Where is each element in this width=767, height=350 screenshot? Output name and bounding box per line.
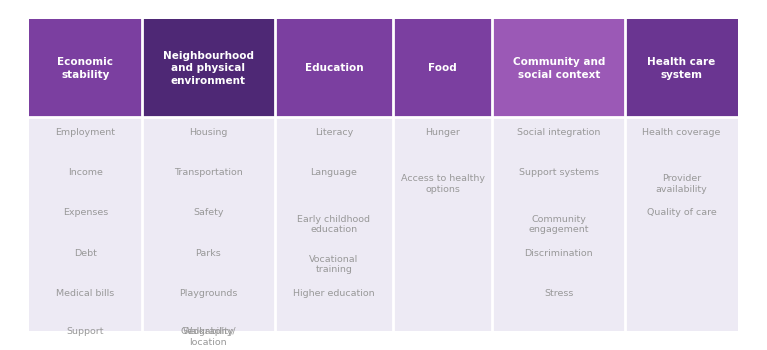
Text: Literacy: Literacy [314,128,353,137]
Text: Higher education: Higher education [293,289,375,298]
Bar [29,19,142,117]
Text: Income: Income [68,168,103,177]
Text: Health coverage: Health coverage [642,128,721,137]
Text: Expenses: Expenses [63,208,108,217]
Text: Medical bills: Medical bills [56,289,114,298]
Text: Discrimination: Discrimination [525,248,593,258]
Bar [492,19,625,117]
Text: Provider
availability: Provider availability [656,174,707,194]
Text: Economic
stability: Economic stability [58,57,114,79]
Text: Health care
system: Health care system [647,57,716,79]
Text: Access to healthy
options: Access to healthy options [400,174,485,194]
Text: Parks: Parks [196,248,221,258]
Text: Neighbourhood
and physical
environment: Neighbourhood and physical environment [163,51,254,86]
Text: Support systems: Support systems [518,168,599,177]
Text: Hunger: Hunger [425,128,460,137]
Text: Community
engagement: Community engagement [528,215,589,234]
Text: Safety: Safety [193,208,223,217]
Text: Language: Language [311,168,357,177]
Text: Walkability: Walkability [183,327,234,336]
Bar [29,19,738,331]
Bar [625,19,738,117]
Text: Social integration: Social integration [517,128,601,137]
Text: Employment: Employment [55,128,116,137]
Text: Support: Support [67,327,104,336]
Text: Playgrounds: Playgrounds [179,289,238,298]
Text: Education: Education [304,63,364,73]
Text: Community and
social context: Community and social context [512,57,605,79]
Text: Food: Food [428,63,457,73]
Text: Housing: Housing [189,128,228,137]
Bar [142,19,275,117]
Text: Stress: Stress [544,289,574,298]
Bar [393,19,492,117]
Bar [275,19,393,117]
Text: Debt: Debt [74,248,97,258]
Text: Vocational
training: Vocational training [309,255,358,274]
Text: Quality of care: Quality of care [647,208,716,217]
Text: Transportation: Transportation [174,168,242,177]
Text: Early childhood
education: Early childhood education [298,215,370,234]
Text: Geography/
location: Geography/ location [180,327,236,346]
